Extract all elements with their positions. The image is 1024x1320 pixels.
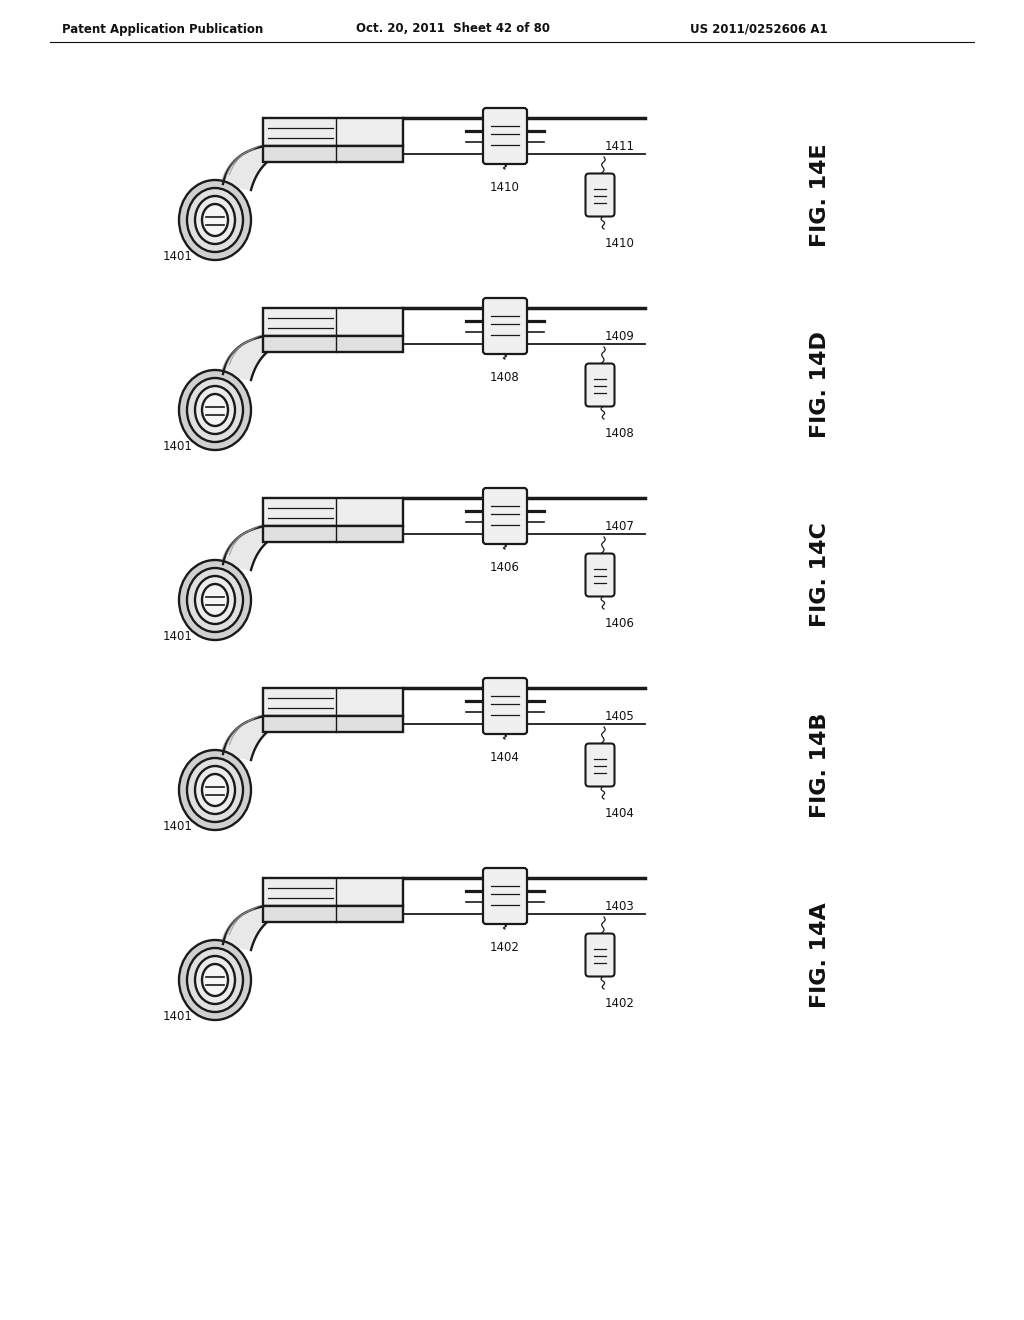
Polygon shape <box>223 337 287 380</box>
Text: 1410: 1410 <box>490 181 520 194</box>
Bar <box>263 147 403 162</box>
Ellipse shape <box>187 187 243 252</box>
Text: FIG. 14E: FIG. 14E <box>810 143 830 247</box>
FancyBboxPatch shape <box>483 298 527 354</box>
Bar <box>263 498 403 525</box>
Ellipse shape <box>202 205 228 236</box>
Ellipse shape <box>195 385 234 434</box>
Text: 1410: 1410 <box>605 238 635 249</box>
Ellipse shape <box>179 940 251 1020</box>
Text: FIG. 14D: FIG. 14D <box>810 331 830 438</box>
FancyBboxPatch shape <box>483 488 527 544</box>
Text: 1401: 1401 <box>163 440 193 453</box>
Text: 1402: 1402 <box>605 997 635 1010</box>
Text: 1403: 1403 <box>605 900 635 913</box>
Text: FIG. 14A: FIG. 14A <box>810 902 830 1008</box>
Text: 1407: 1407 <box>605 520 635 533</box>
Text: 1401: 1401 <box>163 630 193 643</box>
Text: US 2011/0252606 A1: US 2011/0252606 A1 <box>690 22 827 36</box>
FancyBboxPatch shape <box>483 108 527 164</box>
FancyBboxPatch shape <box>483 678 527 734</box>
FancyBboxPatch shape <box>586 933 614 977</box>
Text: 1406: 1406 <box>490 561 520 574</box>
Ellipse shape <box>195 766 234 814</box>
Bar <box>263 337 403 352</box>
Text: 1406: 1406 <box>605 616 635 630</box>
Ellipse shape <box>195 195 234 244</box>
Text: 1405: 1405 <box>605 710 635 723</box>
Polygon shape <box>223 906 287 950</box>
Ellipse shape <box>202 774 228 807</box>
Text: Patent Application Publication: Patent Application Publication <box>62 22 263 36</box>
Ellipse shape <box>195 576 234 624</box>
Polygon shape <box>223 715 287 760</box>
Ellipse shape <box>179 370 251 450</box>
Text: 1401: 1401 <box>163 1010 193 1023</box>
Polygon shape <box>223 525 287 570</box>
Ellipse shape <box>202 393 228 426</box>
Text: 1408: 1408 <box>605 426 635 440</box>
Text: 1404: 1404 <box>605 807 635 820</box>
Bar <box>263 117 403 147</box>
Bar <box>263 878 403 906</box>
Bar <box>263 715 403 733</box>
Text: FIG. 14C: FIG. 14C <box>810 523 830 627</box>
Ellipse shape <box>179 750 251 830</box>
Bar <box>263 308 403 337</box>
Text: 1409: 1409 <box>605 330 635 343</box>
Text: 1401: 1401 <box>163 820 193 833</box>
Ellipse shape <box>179 560 251 640</box>
Ellipse shape <box>202 964 228 997</box>
Ellipse shape <box>187 378 243 442</box>
FancyBboxPatch shape <box>586 173 614 216</box>
FancyBboxPatch shape <box>483 869 527 924</box>
Ellipse shape <box>187 758 243 822</box>
Text: Oct. 20, 2011  Sheet 42 of 80: Oct. 20, 2011 Sheet 42 of 80 <box>356 22 550 36</box>
FancyBboxPatch shape <box>586 743 614 787</box>
Ellipse shape <box>187 568 243 632</box>
Text: FIG. 14B: FIG. 14B <box>810 713 830 818</box>
Ellipse shape <box>195 956 234 1005</box>
Text: 1411: 1411 <box>605 140 635 153</box>
FancyBboxPatch shape <box>586 553 614 597</box>
Text: 1402: 1402 <box>490 941 520 954</box>
Text: 1401: 1401 <box>163 249 193 263</box>
FancyBboxPatch shape <box>586 363 614 407</box>
Bar <box>263 688 403 715</box>
Bar <box>263 906 403 921</box>
Bar <box>263 525 403 543</box>
Polygon shape <box>223 147 287 190</box>
Text: 1404: 1404 <box>490 751 520 764</box>
Text: 1408: 1408 <box>490 371 520 384</box>
Ellipse shape <box>202 583 228 616</box>
Ellipse shape <box>187 948 243 1012</box>
Ellipse shape <box>179 180 251 260</box>
